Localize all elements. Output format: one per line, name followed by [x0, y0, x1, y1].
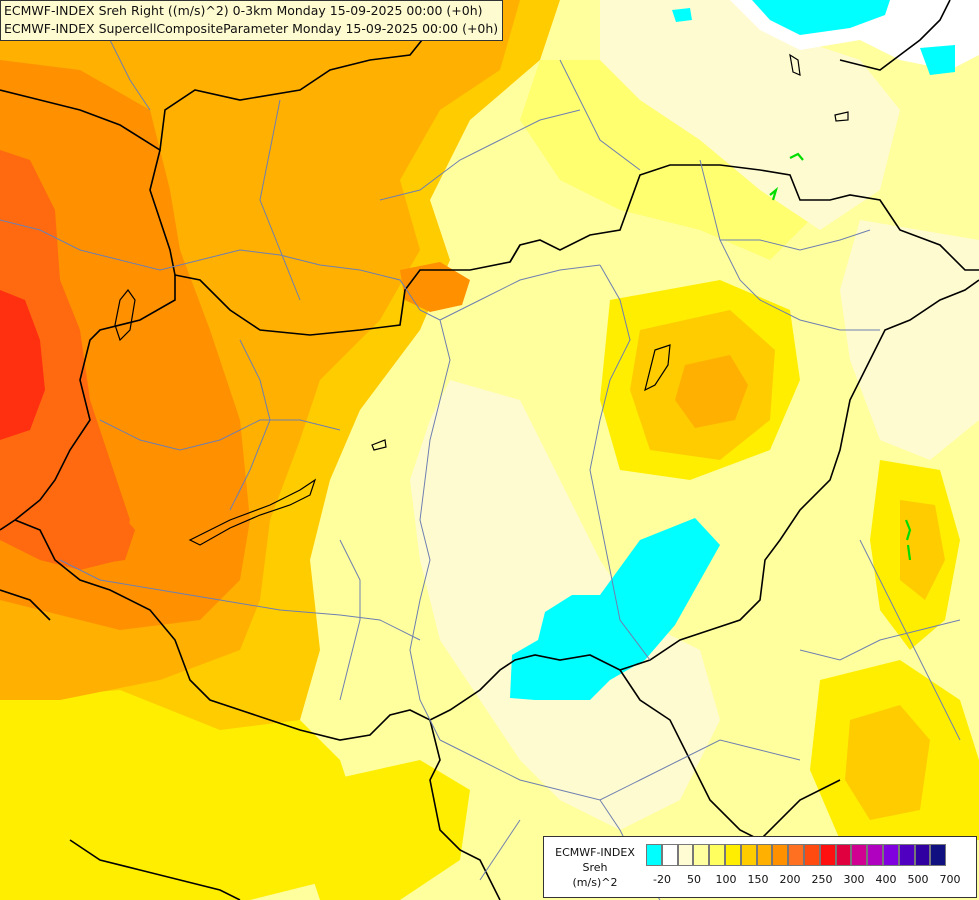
field-orange-east-core: [675, 355, 748, 428]
legend-title-unit: (m/s)^2: [572, 876, 618, 889]
map-title-box: ECMWF-INDEX Sreh Right ((m/s)^2) 0-3km M…: [0, 0, 504, 41]
field-cyan-ne: [752, 0, 890, 35]
legend-tick-label: 200: [779, 873, 801, 886]
legend-tick-label: 300: [843, 873, 865, 886]
field-pale-ne: [600, 0, 900, 230]
legend-swatch: [677, 844, 694, 866]
legend-swatch: [724, 844, 741, 866]
legend-swatch: [756, 844, 773, 866]
field-cyan-ne-dot: [672, 8, 692, 22]
legend-swatch: [803, 844, 820, 866]
legend-swatch: [930, 844, 947, 866]
legend-tick-label: 700: [939, 873, 961, 886]
field-yellow-south: [300, 760, 470, 900]
legend-swatch: [661, 844, 678, 866]
field-gold-east-band: [900, 500, 945, 600]
legend-swatch: [819, 844, 836, 866]
legend-ticks: -20 50 100 150 200 250 300 400 500 700: [644, 873, 974, 891]
legend-swatch: [772, 844, 789, 866]
legend-swatch: [788, 844, 804, 866]
colorbar-legend: ECMWF-INDEX Sreh (m/s)^2 -20 50 100 150 200 2…: [543, 836, 977, 898]
legend-title-param: Sreh: [582, 861, 608, 874]
field-orange-dark-west: [0, 150, 130, 570]
legend-swatch: [867, 844, 883, 866]
title-line-sreh: ECMWF-INDEX Sreh Right ((m/s)^2) 0-3km M…: [4, 3, 483, 18]
legend-tick-label: 150: [747, 873, 769, 886]
legend-tick-label: -20: [653, 873, 671, 886]
legend-swatches: [646, 844, 947, 866]
legend-swatch: [709, 844, 725, 866]
field-cyan-south: [510, 518, 720, 700]
lakes: [114, 53, 849, 546]
field-cyan-ne-small: [920, 45, 955, 75]
legend-swatch: [898, 844, 915, 866]
legend-swatch: [851, 844, 868, 866]
title-line-scp: ECMWF-INDEX SupercellCompositeParameter …: [4, 21, 499, 36]
legend-swatch: [835, 844, 852, 866]
field-red-west: [0, 290, 45, 440]
scp-contours: [769, 152, 912, 561]
legend-tick-label: 100: [715, 873, 737, 886]
legend-swatch: [740, 844, 757, 866]
legend-swatch: [914, 844, 931, 866]
field-orange-dark-sw: [60, 500, 135, 565]
legend-tick-label: 50: [687, 873, 701, 886]
field-gold-se: [845, 705, 930, 820]
legend-swatch: [882, 844, 899, 866]
legend-tick-label: 400: [875, 873, 897, 886]
legend-swatch: [693, 844, 710, 866]
legend-tick-label: 500: [907, 873, 929, 886]
field-pale-east: [840, 220, 979, 460]
legend-title-source: ECMWF-INDEX: [555, 846, 635, 859]
legend-tick-label: 250: [811, 873, 833, 886]
field-yellow-south-west: [0, 690, 360, 900]
legend-swatch: [646, 844, 662, 866]
legend-title: ECMWF-INDEX Sreh (m/s)^2: [548, 845, 642, 890]
